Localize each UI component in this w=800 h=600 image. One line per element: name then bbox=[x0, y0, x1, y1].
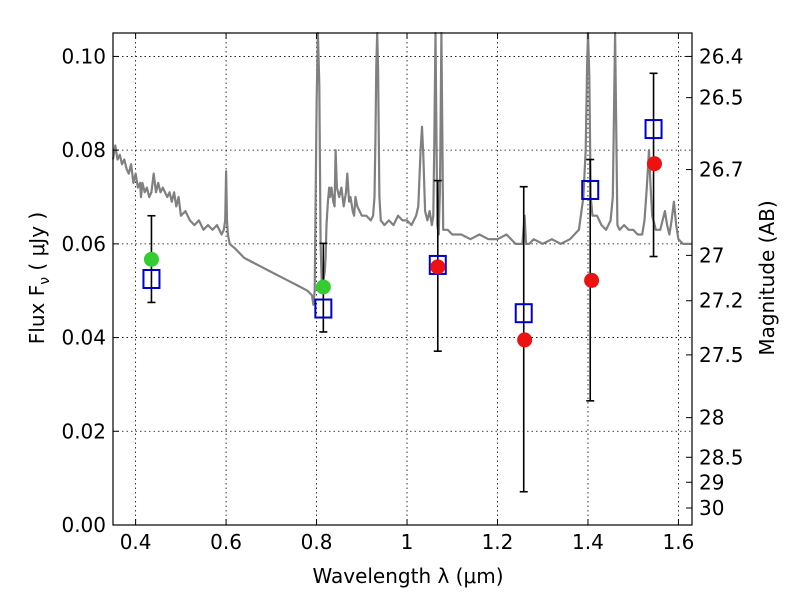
data-point bbox=[315, 279, 331, 295]
model-square bbox=[314, 298, 333, 319]
grid-lines bbox=[113, 33, 692, 526]
x-tick-label: 1.6 bbox=[663, 530, 695, 554]
spectrum-series bbox=[111, 31, 692, 306]
x-tick-label: 0.4 bbox=[120, 530, 152, 554]
y2-tick-label: 29 bbox=[699, 470, 724, 494]
y-tick-label: 0.10 bbox=[61, 44, 106, 68]
y2-tick-label: 27 bbox=[699, 243, 724, 267]
observed-points bbox=[143, 156, 662, 348]
x-tick-label: 1 bbox=[401, 530, 414, 554]
y-axis-label-sub: ν bbox=[37, 277, 53, 285]
x-axis-label: Wavelength λ (μm) bbox=[312, 564, 503, 588]
y2-axis-label: Magnitude (AB) bbox=[755, 200, 779, 355]
x-tick-label: 0.6 bbox=[210, 530, 242, 554]
data-point bbox=[430, 259, 446, 275]
y-axis-label: Flux Fν ( μJy ) bbox=[25, 212, 53, 344]
data-point bbox=[517, 332, 533, 348]
data-point bbox=[143, 251, 159, 267]
y2-tick-label: 28 bbox=[699, 406, 724, 430]
plot-frame bbox=[112, 32, 693, 526]
y2-tick-label: 27.5 bbox=[699, 343, 744, 367]
axis-ticks bbox=[113, 33, 692, 526]
data-point bbox=[646, 156, 662, 172]
spectrum-line bbox=[111, 31, 692, 306]
y2-tick-label: 28.5 bbox=[699, 445, 744, 469]
x-tick-label: 0.8 bbox=[301, 530, 333, 554]
model-square bbox=[581, 179, 600, 200]
y-tick-label: 0.08 bbox=[61, 138, 106, 162]
model-square bbox=[142, 269, 161, 289]
y-axis-label-unit: ( μJy ) bbox=[25, 212, 49, 277]
model-square bbox=[644, 119, 663, 140]
y-tick-label: 0.06 bbox=[61, 232, 106, 256]
y-tick-label: 0.04 bbox=[61, 326, 106, 350]
y2-tick-label: 30 bbox=[699, 496, 724, 520]
x-tick-label: 1.4 bbox=[572, 530, 604, 554]
y-tick-label: 0.00 bbox=[61, 513, 106, 537]
y-axis-label-main: Flux F bbox=[25, 285, 49, 344]
error-bars bbox=[147, 72, 658, 493]
y-tick-label: 0.02 bbox=[61, 419, 106, 443]
y2-tick-label: 26.5 bbox=[699, 86, 744, 110]
y2-tick-label: 26.7 bbox=[699, 158, 744, 182]
x-tick-label: 1.2 bbox=[482, 530, 514, 554]
y2-tick-label: 26.4 bbox=[699, 44, 744, 68]
model-square bbox=[514, 303, 533, 324]
data-point bbox=[584, 272, 600, 288]
tick-labels: 0.4 0.6 0.8 1 1.2 1.4 1.6 0.00 0.02 0.04 0.06 0.08 0… bbox=[61, 44, 743, 554]
y2-tick-label: 27.2 bbox=[699, 289, 744, 313]
